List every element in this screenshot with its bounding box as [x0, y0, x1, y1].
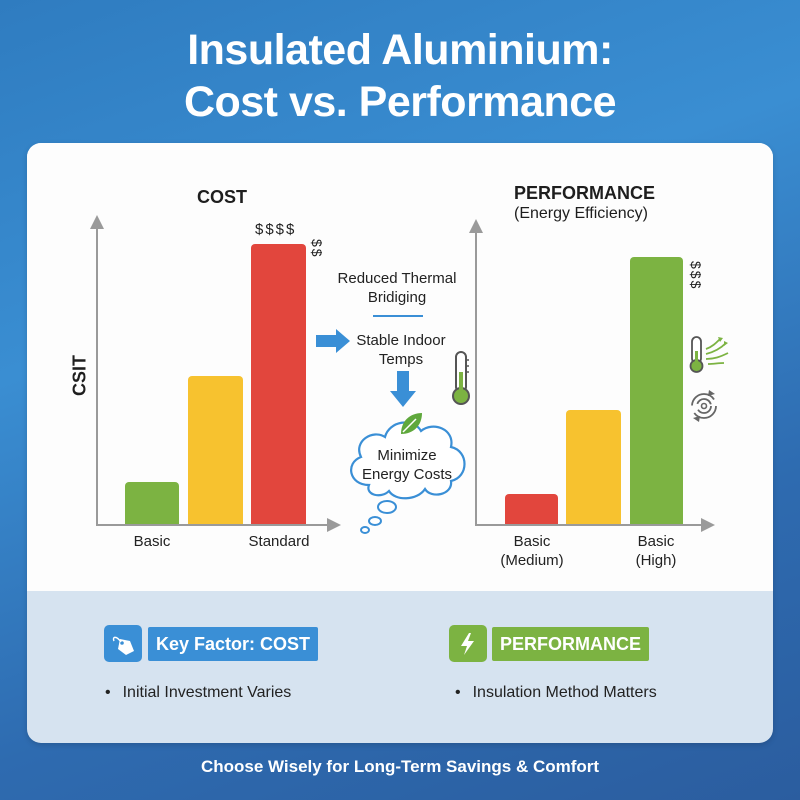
- cost-factor-icon-box: [104, 625, 142, 662]
- performance-y-axis-arrow: [469, 219, 483, 233]
- cost-y-axis: [96, 227, 98, 525]
- cost-bar-basic: [125, 482, 179, 524]
- performance-factor-bullet: Insulation Method Matters: [455, 684, 657, 702]
- performance-x-label-high: Basic (High): [623, 532, 689, 570]
- cost-y-axis-arrow: [90, 215, 104, 229]
- price-tag-icon: [112, 636, 134, 655]
- performance-x-label-medium: Basic (Medium): [492, 532, 572, 570]
- performance-x-label-high-line1: Basic: [637, 533, 675, 550]
- cost-factor-badge: Key Factor: COST: [148, 627, 319, 661]
- flow-step-minimize-costs: Minimize Energy Costs: [353, 446, 461, 484]
- performance-chart-subtitle: (Energy Efficiency): [514, 205, 648, 222]
- thermometer-airflow-icon: [689, 336, 729, 373]
- cost-chart-title: COST: [197, 187, 248, 207]
- thought-cloud-icon: [350, 421, 466, 534]
- lightning-icon: [461, 632, 474, 655]
- right-arrow-icon: [316, 329, 350, 353]
- flow-step-reduced-bridging: Reduced Thermal Bridiging: [337, 270, 457, 306]
- infographic-card: COST CSIT $$$$ $$ Basic Standard Reduced…: [27, 143, 773, 743]
- cost-factor-bullet: Initial Investment Varies: [105, 684, 292, 702]
- charts-panel: COST CSIT $$$$ $$ Basic Standard Reduced…: [27, 143, 773, 591]
- flow-step-stable-temps: Stable Indoor Temps: [347, 331, 455, 369]
- flow-step-minimize-costs-line1: Minimize: [377, 447, 437, 464]
- flow-divider: [373, 315, 423, 317]
- thermometer-icon: [452, 351, 470, 405]
- performance-x-axis: [475, 524, 705, 526]
- performance-y-axis: [475, 231, 477, 525]
- performance-x-label-medium-line2: (Medium): [500, 552, 564, 569]
- cost-bar-middle: [188, 376, 243, 524]
- performance-factor-badge: PERFORMANCE: [492, 627, 650, 661]
- footer-tagline: Choose Wisely for Long-Term Savings & Co…: [200, 757, 600, 776]
- leaf-icon: [401, 413, 422, 434]
- flow-step-minimize-costs-line2: Energy Costs: [361, 466, 453, 483]
- flow-step-stable-temps-line2: Temps: [378, 351, 424, 368]
- performance-factor-icon-box: [449, 625, 487, 662]
- cost-y-label: CSIT: [69, 355, 90, 397]
- performance-bar-medium: [505, 494, 558, 524]
- recycle-swirl-icon: [691, 390, 717, 422]
- title-line-2: Cost vs. Performance: [183, 78, 617, 126]
- page-title: Insulated Aluminium: Cost vs. Performanc…: [0, 24, 800, 128]
- cost-x-axis-arrow: [327, 518, 341, 532]
- performance-x-label-medium-line1: Basic: [513, 533, 551, 550]
- flow-step-stable-temps-line1: Stable Indoor: [356, 332, 446, 349]
- performance-chart-title: PERFORMANCE: [514, 183, 656, 203]
- performance-x-axis-arrow: [701, 518, 715, 532]
- performance-x-label-high-line2: (High): [635, 552, 677, 569]
- cost-top-dollar-label: $$$$: [255, 221, 297, 238]
- down-arrow-icon: [390, 371, 416, 407]
- cost-x-label-standard: Standard: [248, 533, 310, 550]
- cost-x-label-basic: Basic: [133, 533, 171, 550]
- cost-bar-standard: [251, 244, 306, 524]
- performance-bar-middle: [566, 410, 621, 524]
- performance-bar-high: [630, 257, 683, 524]
- cost-x-axis: [96, 524, 332, 526]
- performance-side-dollar-label: $$$: [688, 261, 704, 291]
- cost-side-dollar-label: $$: [309, 239, 325, 259]
- title-line-1: Insulated Aluminium:: [187, 26, 613, 74]
